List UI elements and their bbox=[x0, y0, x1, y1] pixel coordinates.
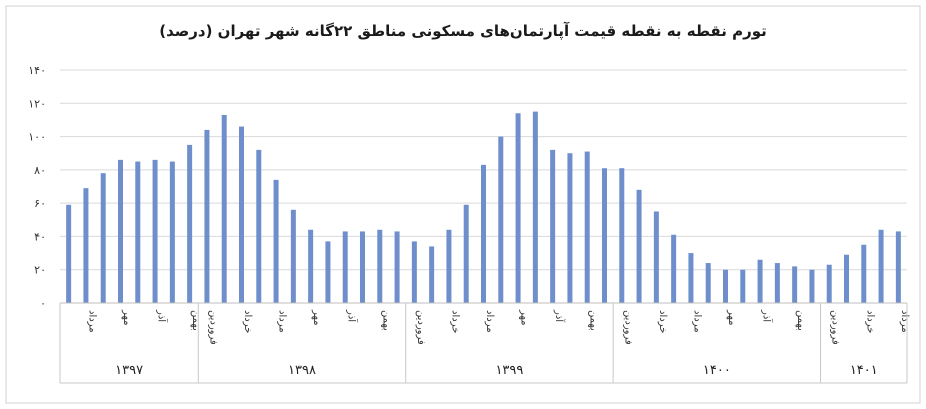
bar bbox=[308, 229, 314, 303]
x-tick-label: مهر bbox=[311, 309, 322, 325]
bar bbox=[256, 149, 262, 303]
bar bbox=[705, 263, 711, 303]
bar bbox=[446, 229, 452, 303]
year-label: ۱۴۰۰ bbox=[703, 363, 731, 378]
bar bbox=[152, 159, 158, 303]
x-tick-label: بهمن bbox=[795, 310, 806, 331]
bar bbox=[809, 269, 815, 303]
y-tick-label: ۸۰ bbox=[34, 164, 46, 177]
bar bbox=[861, 244, 867, 303]
y-axis: ۰ ۲۰ ۴۰ ۶۰ ۸۰ ۱۰۰ ۱۲۰ ۱۴۰ bbox=[28, 64, 46, 310]
bar bbox=[187, 144, 193, 303]
chart-title: تورم نقطه به نقطه قیمت آپارتمان‌های مسکو… bbox=[159, 22, 767, 40]
bar bbox=[878, 229, 884, 303]
bar bbox=[792, 266, 798, 303]
bar bbox=[532, 111, 538, 303]
bar bbox=[377, 229, 383, 303]
x-tick-label: مرداد bbox=[86, 310, 97, 333]
bar bbox=[83, 188, 89, 303]
x-tick-label: فروردین bbox=[415, 310, 426, 345]
bar bbox=[342, 231, 348, 303]
bar bbox=[723, 269, 728, 303]
bar bbox=[411, 241, 417, 303]
x-tick-label: مهر bbox=[519, 309, 530, 325]
bar bbox=[169, 161, 175, 303]
x-tick-label: مرداد bbox=[691, 310, 702, 333]
bar bbox=[602, 168, 607, 303]
bar bbox=[325, 241, 331, 303]
x-tick-label: آذر bbox=[346, 309, 359, 323]
x-tick-label: مرداد bbox=[484, 310, 495, 333]
bar bbox=[204, 129, 210, 303]
bar bbox=[895, 231, 901, 303]
x-tick-label: فروردین bbox=[207, 310, 218, 345]
bar bbox=[671, 234, 677, 303]
year-label: ۱۳۹۹ bbox=[495, 363, 523, 378]
bar bbox=[118, 159, 123, 303]
y-tick-label: ۶۰ bbox=[34, 197, 46, 210]
year-label: ۱۳۹۷ bbox=[115, 363, 143, 378]
bar bbox=[844, 254, 849, 303]
bar bbox=[429, 246, 435, 303]
x-tick-label: فروردین bbox=[830, 310, 841, 345]
x-tick-label: بهمن bbox=[190, 310, 201, 331]
bar bbox=[688, 253, 694, 303]
bar bbox=[498, 136, 504, 303]
x-tick-label: آذر bbox=[553, 309, 566, 323]
bar bbox=[239, 126, 244, 303]
x-tick-label: مهر bbox=[121, 309, 132, 325]
bar bbox=[66, 204, 72, 303]
x-tick-label: مرداد bbox=[899, 310, 910, 333]
bar bbox=[221, 114, 227, 303]
bar bbox=[774, 263, 780, 303]
bar bbox=[360, 231, 365, 303]
bar bbox=[290, 209, 296, 303]
bar bbox=[619, 168, 625, 303]
x-axis: مرداد مهر آذر بهمن فروردین خرداد مرداد مهر آذر به… bbox=[59, 302, 910, 384]
bar bbox=[826, 264, 832, 303]
year-label: ۱۳۹۸ bbox=[288, 363, 316, 378]
x-tick-label: بهمن bbox=[380, 310, 391, 331]
x-tick-label: آذر bbox=[761, 309, 774, 323]
y-tick-label: ۱۲۰ bbox=[28, 97, 46, 110]
bar bbox=[515, 113, 521, 304]
x-tick-label: آذر bbox=[156, 309, 169, 323]
bars bbox=[66, 111, 901, 304]
x-tick-label: بهمن bbox=[588, 310, 599, 331]
bar bbox=[584, 151, 590, 303]
y-tick-label: ۱۰۰ bbox=[28, 131, 46, 144]
bar bbox=[394, 231, 400, 303]
bar bbox=[550, 149, 556, 303]
chart-border bbox=[5, 5, 921, 404]
year-label: ۱۴۰۱ bbox=[850, 363, 878, 378]
x-tick-label: مهر bbox=[726, 309, 737, 325]
y-tick-label: ۴۰ bbox=[34, 230, 46, 243]
x-tick-label: فروردین bbox=[622, 310, 633, 345]
y-tick-label: ۱۴۰ bbox=[28, 64, 46, 77]
bar bbox=[481, 164, 486, 303]
x-tick-label: خرداد bbox=[449, 310, 460, 333]
x-tick-label: خرداد bbox=[242, 310, 253, 333]
bar bbox=[740, 269, 746, 303]
bar bbox=[653, 211, 659, 303]
bar bbox=[135, 161, 141, 303]
y-tick-label: ۰ bbox=[40, 297, 46, 310]
y-tick-label: ۲۰ bbox=[34, 264, 46, 277]
bar bbox=[567, 153, 573, 303]
bar bbox=[463, 204, 469, 303]
bar bbox=[100, 173, 106, 303]
bar bbox=[757, 259, 763, 303]
x-tick-label: خرداد bbox=[657, 310, 668, 333]
x-tick-label: خرداد bbox=[864, 310, 875, 333]
bar bbox=[273, 179, 279, 303]
bar bbox=[636, 189, 642, 303]
x-tick-label: مرداد bbox=[277, 310, 288, 333]
